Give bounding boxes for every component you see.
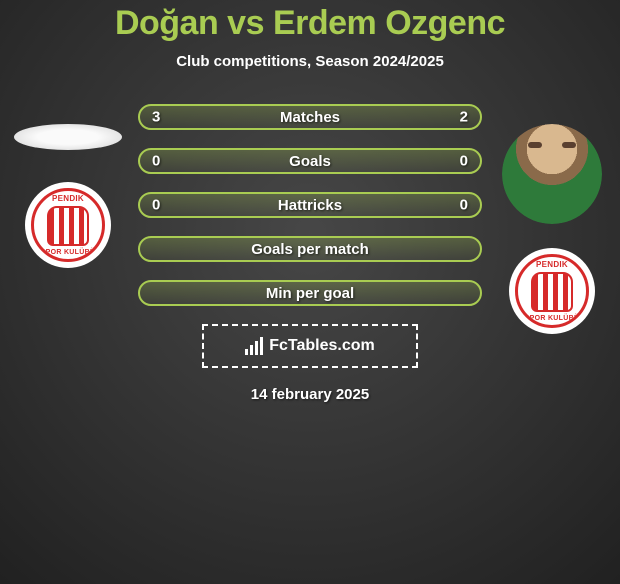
badge-bottom-text: SPOR KULÜBÜ	[518, 315, 586, 322]
subtitle: Club competitions, Season 2024/2025	[0, 53, 620, 70]
badge-top-text: PENDIK	[34, 194, 102, 203]
logo-text: FcTables.com	[269, 337, 375, 355]
stat-right-value: 2	[460, 109, 468, 126]
right-column: PENDIK SPOR KULÜBÜ	[492, 124, 612, 334]
source-logo: FcTables.com	[202, 324, 418, 368]
badge-inner: PENDIK SPOR KULÜBÜ	[31, 188, 105, 262]
stat-label: Hattricks	[278, 197, 342, 214]
stat-left-value: 0	[152, 153, 160, 170]
stat-row-matches: 3 Matches 2	[138, 104, 482, 130]
page-title: Doğan vs Erdem Ozgenc	[0, 4, 620, 43]
stat-label: Min per goal	[266, 285, 354, 302]
stat-row-mpg: Min per goal	[138, 280, 482, 306]
stat-right-value: 0	[460, 197, 468, 214]
badge-top-text: PENDIK	[518, 260, 586, 269]
badge-stripes-icon	[531, 272, 573, 312]
stat-label: Goals per match	[251, 241, 369, 258]
face-icon	[502, 124, 602, 224]
badge-stripes-icon	[47, 206, 89, 246]
stat-left-value: 0	[152, 197, 160, 214]
stat-row-goals: 0 Goals 0	[138, 148, 482, 174]
stat-row-hattricks: 0 Hattricks 0	[138, 192, 482, 218]
club-badge-left: PENDIK SPOR KULÜBÜ	[25, 182, 111, 268]
stat-row-gpm: Goals per match	[138, 236, 482, 262]
badge-inner: PENDIK SPOR KULÜBÜ	[515, 254, 589, 328]
stat-label: Goals	[289, 153, 331, 170]
badge-bottom-text: SPOR KULÜBÜ	[34, 249, 102, 256]
stat-right-value: 0	[460, 153, 468, 170]
barchart-icon	[245, 337, 263, 355]
date-text: 14 february 2025	[0, 386, 620, 403]
stat-left-value: 3	[152, 109, 160, 126]
player-right-photo	[502, 124, 602, 224]
stat-label: Matches	[280, 109, 340, 126]
player-left-placeholder	[14, 124, 122, 150]
club-badge-right: PENDIK SPOR KULÜBÜ	[509, 248, 595, 334]
left-column: PENDIK SPOR KULÜBÜ	[8, 124, 128, 268]
